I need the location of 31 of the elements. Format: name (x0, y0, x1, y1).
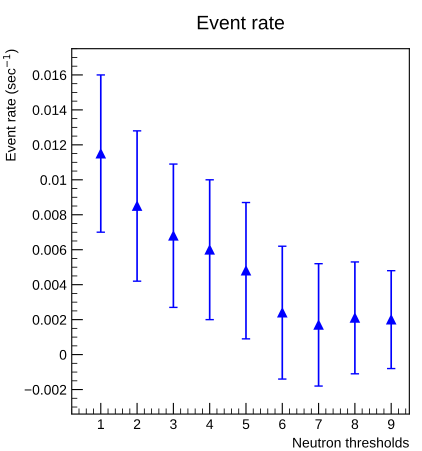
x-tick-label: 3 (170, 419, 177, 430)
point (241, 266, 251, 276)
point (96, 148, 106, 158)
y-tick-label: 0.012 (32, 140, 66, 150)
y-tick-label: 0.01 (40, 175, 66, 185)
point (350, 313, 360, 323)
x-tick-label: 2 (134, 419, 140, 429)
y-tick-label: −0.002 (24, 384, 66, 395)
x-tick-label: 6 (279, 419, 286, 430)
point (386, 314, 396, 324)
x-tick-label: 8 (352, 419, 358, 430)
y-tick-label: 0 (60, 350, 66, 360)
x-tick-label: 5 (242, 419, 250, 430)
y-tick-label: 0.014 (32, 105, 66, 116)
y-axis-title: Event rate (sec$^{−1}$) (3, 50, 18, 160)
x-tick-label: 4 (206, 419, 214, 429)
point (314, 320, 324, 330)
point (132, 201, 142, 211)
y-tick-label: 0.006 (32, 245, 66, 255)
y-tick-label: 0.016 (32, 70, 66, 80)
y-tick-label: 0.008 (32, 210, 66, 220)
point (277, 308, 288, 318)
chart-title: Event rate (198, 16, 284, 30)
x-axis-title: Neutron thresholds (293, 437, 409, 448)
point (204, 244, 215, 255)
y-tick-label: 0.002 (32, 314, 66, 325)
x-tick-label: 1 (98, 419, 104, 429)
y-tick-label: 0.004 (32, 280, 66, 290)
point (168, 230, 178, 241)
x-tick-label: 9 (388, 419, 394, 430)
x-tick-label: 7 (315, 419, 322, 429)
